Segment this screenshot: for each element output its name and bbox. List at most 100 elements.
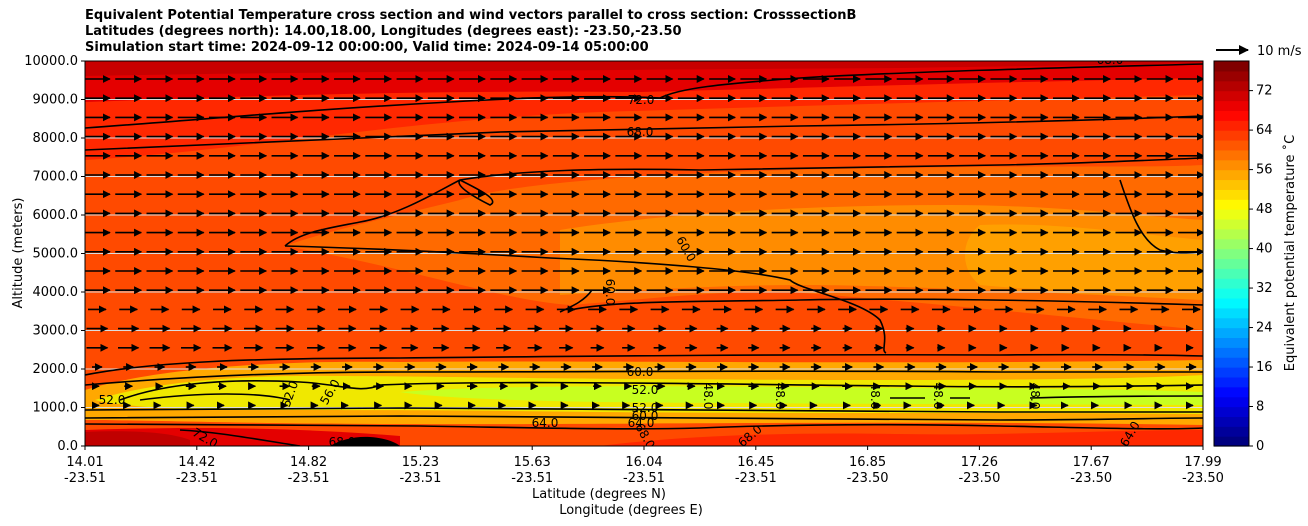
colorbar-band — [1214, 218, 1249, 230]
x-tick-label-lon: -23.50 — [1182, 471, 1224, 486]
colorbar-band — [1214, 357, 1249, 368]
contour-line-60-base — [85, 353, 1203, 376]
contour-line-52 — [119, 380, 1203, 401]
x-tick-label-lon: -23.50 — [1070, 471, 1112, 486]
x-axis-label-lon: Longitude (degrees E) — [559, 503, 703, 518]
colorbar-tick-label: 40 — [1256, 242, 1273, 257]
contour-label: 60.0 — [603, 279, 617, 306]
colorbar-band — [1214, 100, 1249, 111]
contour-line-64 — [85, 423, 1203, 430]
contour-label: 48.0 — [701, 383, 715, 410]
x-tick-label-lat: 17.26 — [961, 455, 998, 470]
plot-area: 72.068.060.060.060.052.052.0 52.0 56.052.0… — [85, 53, 1203, 449]
colorbar-tick-label: 16 — [1256, 360, 1273, 375]
x-axis: 14.01-23.5114.42-23.5114.82-23.5115.23-2… — [64, 446, 1224, 486]
x-tick-label-lat: 16.04 — [625, 455, 662, 470]
colorbar-tick-label: 32 — [1256, 281, 1273, 296]
chart-title-line-2: Latitudes (degrees north): 14.00,18.00, … — [85, 24, 682, 39]
contour-label: 64.0 — [628, 416, 655, 430]
colorbar-band — [1214, 436, 1249, 447]
x-tick-label-lat: 14.01 — [66, 455, 103, 470]
contour-label: 52.0 — [632, 401, 659, 415]
band-surface-hot — [85, 431, 190, 446]
x-tick-label-lon: -23.51 — [399, 471, 441, 486]
contour-label: 64.0 — [532, 416, 559, 430]
colorbar-band — [1214, 268, 1249, 279]
colorbar-tick-label: 8 — [1256, 400, 1264, 415]
contour-line-68 — [85, 115, 1203, 151]
colorbar-band — [1214, 80, 1249, 92]
colorbar-band — [1214, 199, 1249, 210]
band-surface-blob — [330, 436, 400, 446]
contour-label: 52.0 — [632, 383, 659, 397]
y-tick-label: 0.0 — [57, 439, 78, 454]
colorbar-band — [1214, 396, 1249, 408]
colorbar-band — [1214, 139, 1249, 151]
chart-title-line-1: Equivalent Potential Temperature cross s… — [85, 8, 857, 23]
colorbar-band — [1214, 209, 1249, 220]
colorbar-band — [1214, 169, 1249, 181]
contour-line-60-upper — [284, 157, 1203, 247]
colorbar-band — [1214, 238, 1249, 250]
y-tick-label: 4000.0 — [33, 285, 79, 300]
x-tick-label-lat: 16.85 — [849, 455, 886, 470]
contour-line-68-surface — [179, 429, 301, 446]
y-tick-label: 5000.0 — [33, 247, 79, 262]
x-tick-label-lon: -23.51 — [176, 471, 218, 486]
contour-line-52-bottom — [85, 407, 1203, 413]
colorbar-band — [1214, 189, 1249, 200]
x-tick-label-lon: -23.51 — [64, 471, 106, 486]
contour-line-60-lower — [569, 298, 1203, 311]
contour-label: 68.0 — [1097, 53, 1124, 67]
x-tick-label-lat: 14.42 — [178, 455, 215, 470]
colorbar-band — [1214, 130, 1249, 141]
y-tick-label: 10000.0 — [24, 54, 78, 69]
wind-vectors — [85, 75, 1203, 410]
colorbar-band — [1214, 179, 1249, 190]
contour-label: 68.0 — [329, 435, 356, 449]
y-tick-label: 3000.0 — [33, 324, 79, 339]
colorbar-tick-label: 64 — [1256, 123, 1273, 138]
colorbar-band — [1214, 70, 1249, 82]
x-tick-label-lat: 14.82 — [290, 455, 327, 470]
colorbar-band — [1214, 337, 1249, 348]
band-top-76 — [85, 61, 1203, 76]
contour-line-56 — [85, 370, 1203, 386]
contour-line-48 — [1029, 395, 1203, 399]
x-tick-label-lat: 17.99 — [1184, 455, 1221, 470]
contour-line-60-bottom — [85, 415, 1203, 421]
colorbar-band — [1214, 406, 1249, 417]
colorbar-band — [1214, 90, 1249, 102]
colorbar-band — [1214, 327, 1249, 339]
x-tick-label-lat: 15.23 — [402, 455, 439, 470]
colorbar-band — [1214, 317, 1249, 329]
colorbar-band — [1214, 386, 1249, 398]
colorbar-band — [1214, 159, 1249, 171]
colorbar-band — [1214, 376, 1249, 388]
colorbar-tick-label: 72 — [1256, 84, 1273, 99]
x-axis-label-lat: Latitude (degrees N) — [532, 487, 666, 502]
x-tick-label-lon: -23.50 — [847, 471, 889, 486]
x-tick-label-lon: -23.51 — [511, 471, 553, 486]
x-tick-label-lon: -23.50 — [958, 471, 1000, 486]
x-tick-label-lon: -23.51 — [735, 471, 777, 486]
contour-label: 52.0 — [99, 393, 126, 407]
band-mid-core — [965, 224, 1203, 291]
colorbar-band — [1214, 149, 1249, 161]
colorbar-band — [1214, 426, 1249, 437]
y-tick-label: 2000.0 — [33, 362, 79, 377]
x-tick-label-lon: -23.51 — [288, 471, 330, 486]
y-tick-label: 1000.0 — [33, 401, 79, 416]
y-axis: 0.0 1000.0 2000.0 3000.0 4000.0 5000.0 6000.0 7… — [24, 54, 85, 454]
band-surface-right — [600, 430, 1203, 446]
colorbar-band — [1214, 367, 1249, 378]
quiver-key-label: 10 m/s — [1257, 44, 1302, 59]
colorbar-tick-label: 48 — [1256, 202, 1273, 217]
colorbar-band — [1214, 248, 1249, 260]
colorbar-band — [1214, 258, 1249, 269]
x-tick-label-lon: -23.51 — [623, 471, 665, 486]
y-axis-label: Altitude (meters) — [11, 198, 26, 309]
colorbar-band — [1214, 297, 1249, 309]
colorbar-band — [1214, 416, 1249, 427]
